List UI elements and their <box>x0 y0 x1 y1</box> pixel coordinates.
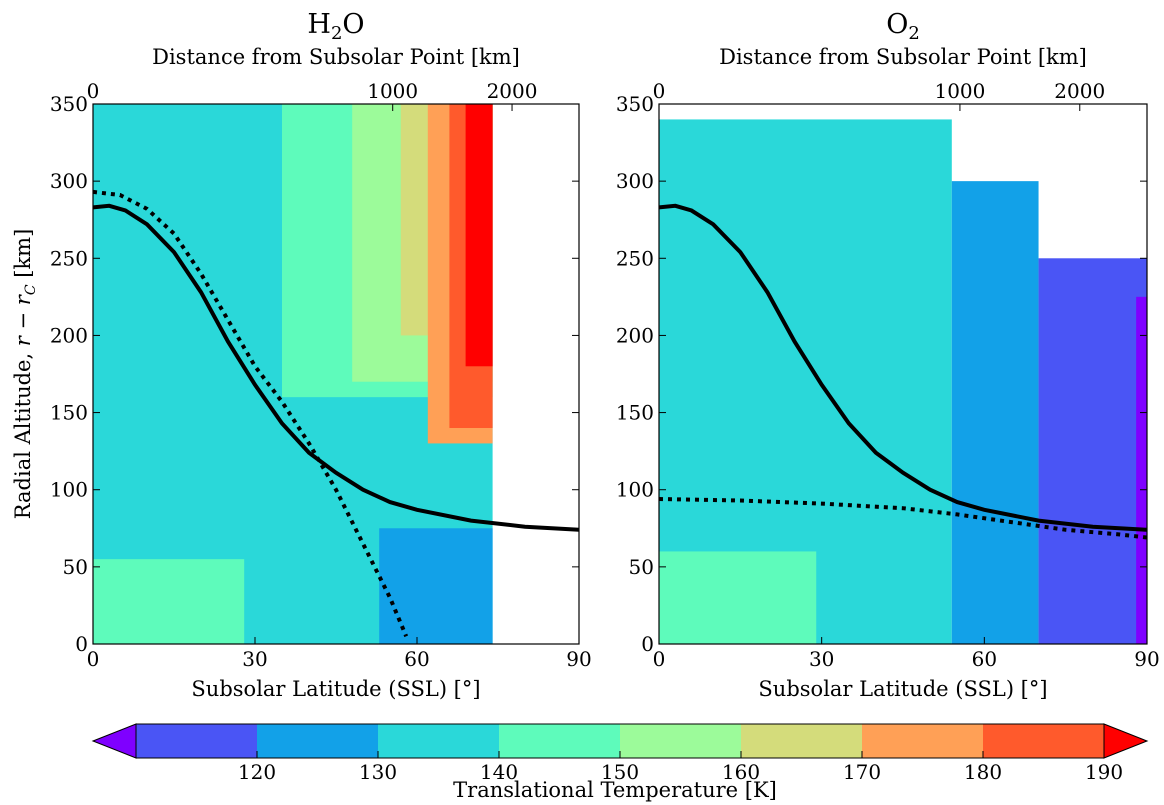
x-tick-label: 30 <box>809 647 834 671</box>
top-tick-label: 1000 <box>367 79 418 103</box>
curves-o2 <box>659 203 1147 540</box>
colorbar-tick-label: 170 <box>843 760 881 784</box>
temperature-field-h2o <box>93 104 493 644</box>
y-tick-label: 200 <box>616 323 654 347</box>
colorbar-cell <box>983 724 1105 758</box>
x-axis-label-h2o: Subsolar Latitude (SSL) [°] <box>191 677 480 701</box>
top-tick-label: 0 <box>87 79 100 103</box>
y-axis-label-h2o: Radial Altitude, r − rC [km] <box>11 229 39 520</box>
colorbar-cell <box>378 724 500 758</box>
temperature-region <box>93 559 245 644</box>
dotted-curve <box>659 497 1147 540</box>
temperature-region <box>1136 296 1147 644</box>
colorbar-tick-label: 140 <box>480 760 518 784</box>
colorbar-tick-label: 180 <box>964 760 1002 784</box>
top-tick-label: 1000 <box>934 79 985 103</box>
y-tick-label: 300 <box>616 169 654 193</box>
x-tick-label: 0 <box>87 647 100 671</box>
panel-title-o2: O2 <box>886 9 920 44</box>
x-tick-label: 30 <box>242 647 267 671</box>
colorbar-extend-low <box>91 723 137 759</box>
colorbar-tick-label: 150 <box>601 760 639 784</box>
y-tick-label: 0 <box>641 632 654 656</box>
y-tick-label: 250 <box>50 246 88 270</box>
y-tick-label: 0 <box>75 632 88 656</box>
top-axis-label-h2o: Distance from Subsolar Point [km] <box>152 45 520 69</box>
colorbar-label: Translational Temperature [K] <box>453 778 777 802</box>
top-tick-label: 2000 <box>1054 79 1105 103</box>
y-tick-label: 350 <box>50 92 88 116</box>
y-tick-label: 50 <box>629 555 654 579</box>
temperature-region <box>659 551 817 644</box>
x-tick-label: 60 <box>972 647 997 671</box>
x-tick-label: 0 <box>653 647 666 671</box>
x-axis-label-o2: Subsolar Latitude (SSL) [°] <box>758 677 1047 701</box>
y-tick-label: 150 <box>616 401 654 425</box>
top-tick-label: 2000 <box>487 79 538 103</box>
y-tick-label: 100 <box>616 478 654 502</box>
colorbar-cell <box>741 724 863 758</box>
x-tick-label: 90 <box>1134 647 1159 671</box>
panel-title-h2o: H2O <box>307 9 364 44</box>
y-tick-label: 250 <box>616 246 654 270</box>
top-tick-label: 0 <box>653 79 666 103</box>
colorbar-cells <box>91 723 1149 759</box>
solid-curve <box>93 203 579 532</box>
x-tick-label: 60 <box>404 647 429 671</box>
y-tick-label: 50 <box>63 555 88 579</box>
top-axis-label-o2: Distance from Subsolar Point [km] <box>719 45 1087 69</box>
x-tick-label: 90 <box>566 647 591 671</box>
colorbar-extend-high <box>1103 723 1149 759</box>
y-tick-label: 350 <box>616 92 654 116</box>
curves-h2o <box>93 189 579 638</box>
y-tick-label: 300 <box>50 169 88 193</box>
temperature-region <box>951 181 1039 644</box>
colorbar-cell <box>862 724 984 758</box>
dotted-curve <box>93 189 409 638</box>
temperature-region <box>379 528 493 644</box>
temperature-region <box>465 104 493 367</box>
colorbar-cell <box>620 724 742 758</box>
y-tick-label: 150 <box>50 401 88 425</box>
colorbar: 120130140150160170180190200 Translationa… <box>91 723 1149 802</box>
colorbar-tick-label: 130 <box>359 760 397 784</box>
colorbar-tick-label: 190 <box>1085 760 1123 784</box>
colorbar-tick-label: 160 <box>722 760 760 784</box>
colorbar-ticks: 120130140150160170180190200 <box>238 751 1123 784</box>
plot-frame-o2 <box>658 103 1148 645</box>
temperature-region <box>1038 258 1147 644</box>
colorbar-tick-label: 120 <box>238 760 276 784</box>
temperature-field-o2 <box>659 119 1147 644</box>
colorbar-cell <box>499 724 621 758</box>
plot-frame-h2o <box>92 103 580 645</box>
y-tick-label: 200 <box>50 323 88 347</box>
colorbar-cell <box>257 724 379 758</box>
solid-curve <box>659 203 1147 532</box>
y-tick-label: 100 <box>50 478 88 502</box>
colorbar-cell <box>136 724 258 758</box>
